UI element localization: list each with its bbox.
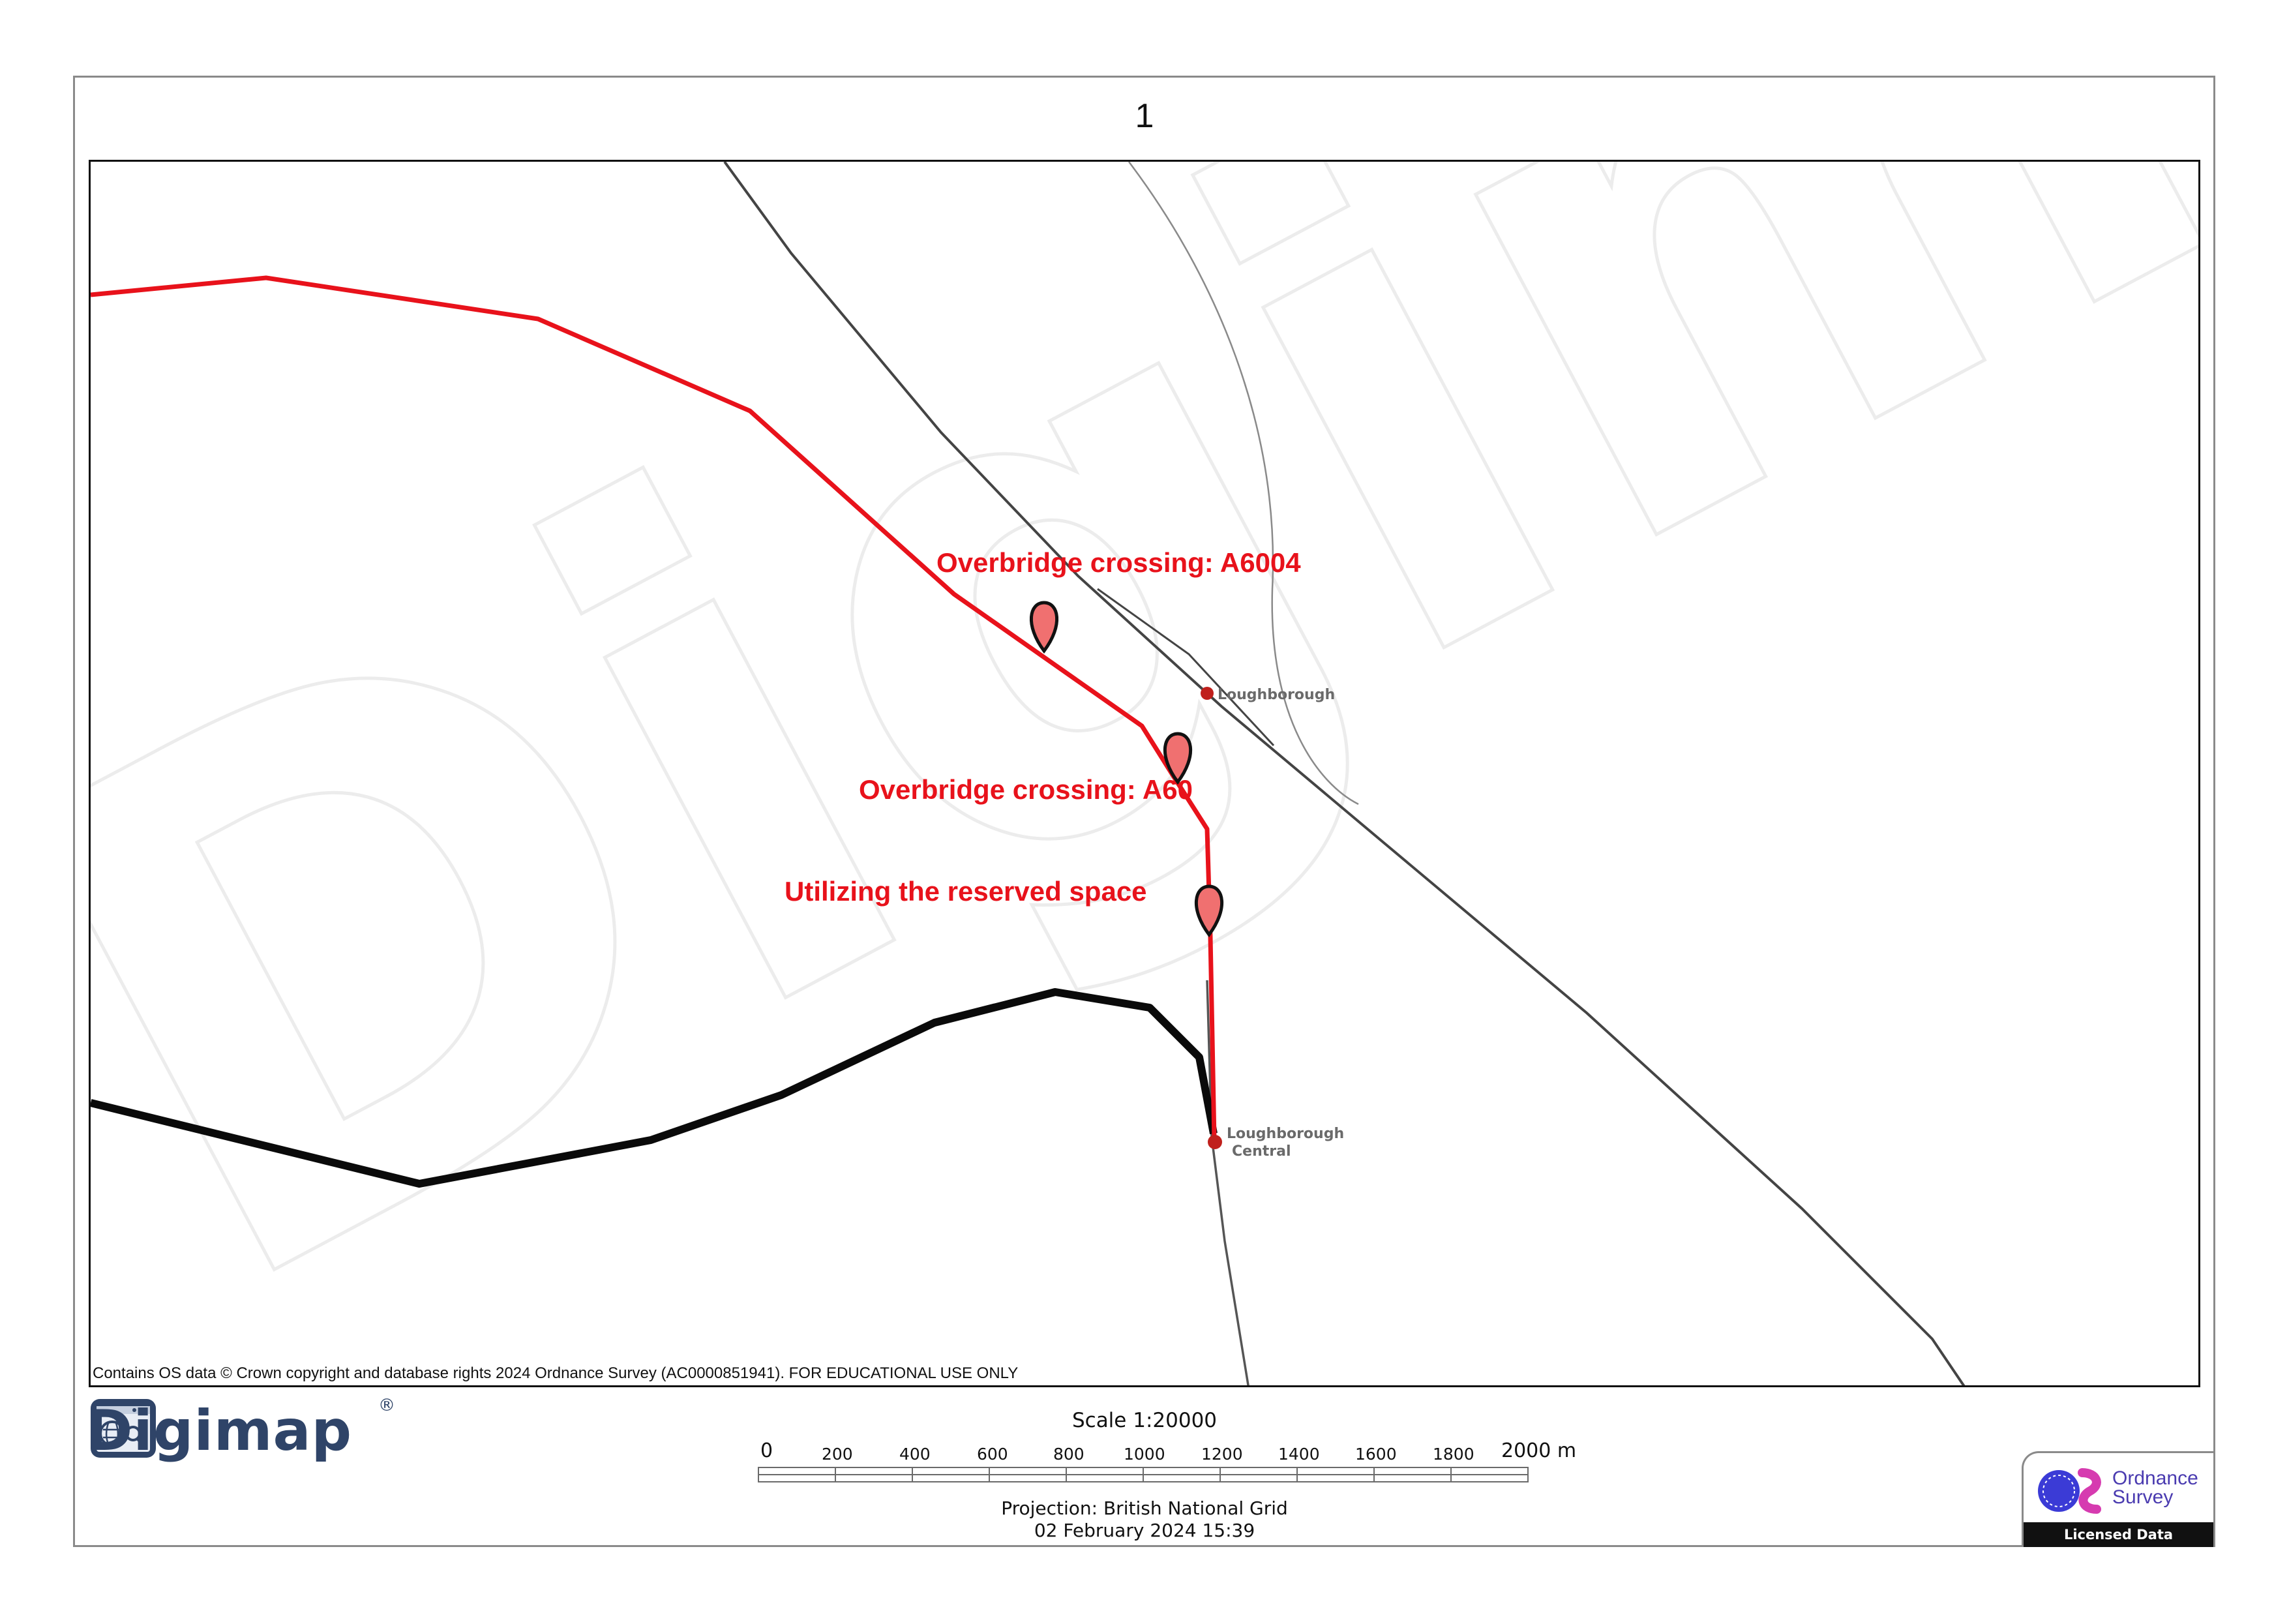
station-loughborough-central-label: Loughborough (1227, 1126, 1344, 1142)
scale-tick-label: 0 (760, 1439, 773, 1462)
scale-tick-label: 2000 m (1501, 1439, 1576, 1462)
marker-reserved-space[interactable] (1194, 884, 1224, 938)
railway-main (723, 162, 1966, 1385)
railway-south (1206, 980, 1249, 1385)
scale-tick-label: 1400 (1278, 1445, 1320, 1464)
os-name-line2: Survey (2112, 1486, 2174, 1508)
digimap-wordmark: Digimap (86, 1398, 353, 1464)
annotation-a60: Overbridge crossing: A60 (859, 774, 1193, 805)
scale-tick-label: 1800 (1433, 1445, 1474, 1464)
annotation-a6004: Overbridge crossing: A6004 (936, 547, 1301, 578)
proposed-route (91, 275, 1217, 1141)
station-loughborough-central-dot[interactable] (1208, 1135, 1222, 1149)
station-loughborough-central-label-2: Central (1232, 1143, 1291, 1160)
licensed-data-band: Licensed Data (2024, 1522, 2213, 1547)
print-date: 02 February 2024 15:39 (1034, 1520, 1255, 1541)
marker-a6004[interactable] (1029, 601, 1059, 654)
os-name-line1: Ordnance (2112, 1467, 2198, 1489)
scale-tick-label: 600 (977, 1445, 1008, 1464)
digimap-map-icon (91, 1399, 156, 1458)
marker-pin-icon (1163, 732, 1193, 785)
os-name: Ordnance Survey (2112, 1469, 2198, 1507)
scale-tick-label: 400 (899, 1445, 931, 1464)
marker-pin-icon (1194, 884, 1224, 938)
scale-tick-label: 800 (1053, 1445, 1085, 1464)
projection-text: Projection: British National Grid (1001, 1497, 1288, 1519)
map-frame[interactable]: Digimap Loughborough Loughborough Centra… (89, 160, 2200, 1387)
railway-thin (1128, 162, 1359, 805)
scale-tick-label: 1000 (1124, 1445, 1165, 1464)
map-canvas[interactable]: Digimap Loughborough Loughborough Centra… (91, 162, 2200, 1387)
page-number: 1 (1135, 97, 1154, 135)
marker-pin-icon (1029, 601, 1059, 654)
ordnance-survey-badge: Ordnance Survey Licensed Data (2022, 1451, 2215, 1547)
registered-mark: ® (378, 1396, 395, 1415)
marker-a60[interactable] (1163, 732, 1193, 785)
railway-branch (1097, 588, 1275, 747)
station-loughborough-label: Loughborough (1218, 687, 1335, 703)
scale-tick-label: 200 (822, 1445, 853, 1464)
scale-tick-label: 1200 (1201, 1445, 1243, 1464)
scale-label: Scale 1:20000 (1071, 1409, 1218, 1432)
station-loughborough-dot[interactable] (1201, 687, 1214, 700)
scale-bar: 0 200 400 600 800 1000 1200 1400 1600 18… (758, 1439, 1576, 1482)
scale-tick-label: 1600 (1355, 1445, 1397, 1464)
annotation-reserved-space: Utilizing the reserved space (785, 876, 1147, 907)
existing-route (91, 988, 1218, 1188)
map-sheet-border (73, 76, 2215, 1547)
copyright-notice: Contains OS data © Crown copyright and d… (93, 1364, 1019, 1382)
projection-info: Projection: British National Grid 02 Feb… (0, 1497, 2289, 1542)
os-logo-icon (2038, 1468, 2101, 1514)
